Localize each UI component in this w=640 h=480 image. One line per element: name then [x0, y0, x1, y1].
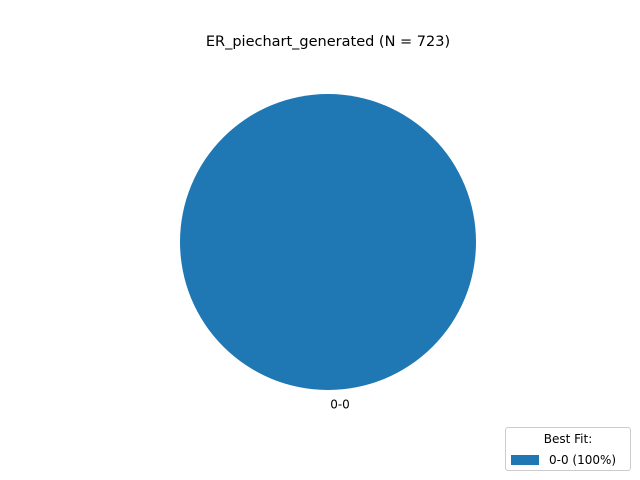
- pie-slice-0: [180, 94, 476, 390]
- legend-entry-0: 0-0 (100%): [511, 452, 616, 468]
- legend: Best Fit: 0-0 (100%): [505, 427, 631, 471]
- legend-label-0: 0-0 (100%): [549, 453, 617, 467]
- chart-title: ER_piechart_generated (N = 723): [205, 34, 451, 50]
- slice-label-0: 0-0: [330, 397, 350, 411]
- legend-title: Best Fit:: [543, 432, 593, 446]
- legend-swatch-0: [511, 455, 539, 465]
